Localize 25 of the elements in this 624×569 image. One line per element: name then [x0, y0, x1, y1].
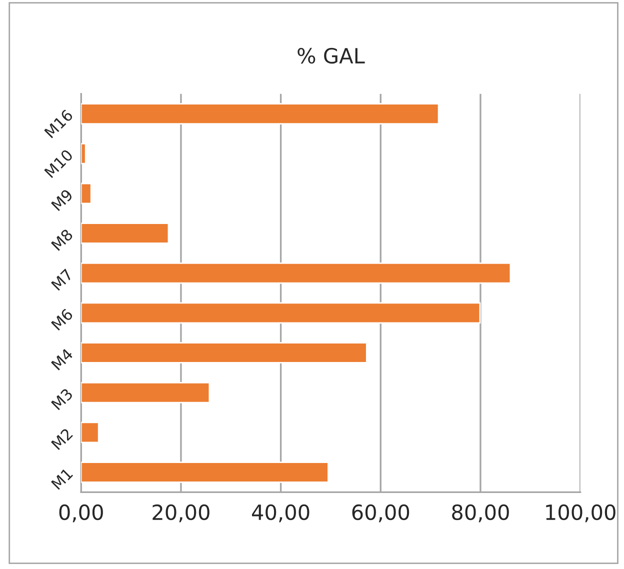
y-tick-label: M8 [50, 228, 74, 251]
bar [81, 382, 210, 404]
bar [81, 462, 329, 483]
bar [81, 103, 440, 124]
x-tick-label: 100,00 [546, 504, 616, 522]
bar [81, 302, 481, 324]
bar [81, 142, 86, 164]
bar [81, 422, 100, 444]
y-tick-label: M1 [51, 468, 74, 490]
x-tick-label: 60,00 [352, 504, 410, 522]
y-tick-label: M6 [50, 308, 74, 331]
chart-title: % GAL [298, 48, 365, 64]
bar [81, 262, 512, 284]
bar [81, 182, 92, 204]
y-tick-label: M4 [51, 348, 74, 370]
x-tick-label: 40,00 [252, 504, 310, 522]
y-tick-label: M2 [50, 428, 73, 450]
x-tick-label: 80,00 [452, 504, 509, 522]
y-tick-label: M3 [50, 388, 74, 410]
y-tick-label: M9 [50, 188, 74, 212]
bar [81, 222, 170, 244]
x-tick-label: 20,00 [152, 504, 210, 522]
bar [81, 342, 368, 364]
y-tick-label: M7 [51, 268, 74, 291]
x-tick-label: 0,00 [59, 504, 103, 522]
